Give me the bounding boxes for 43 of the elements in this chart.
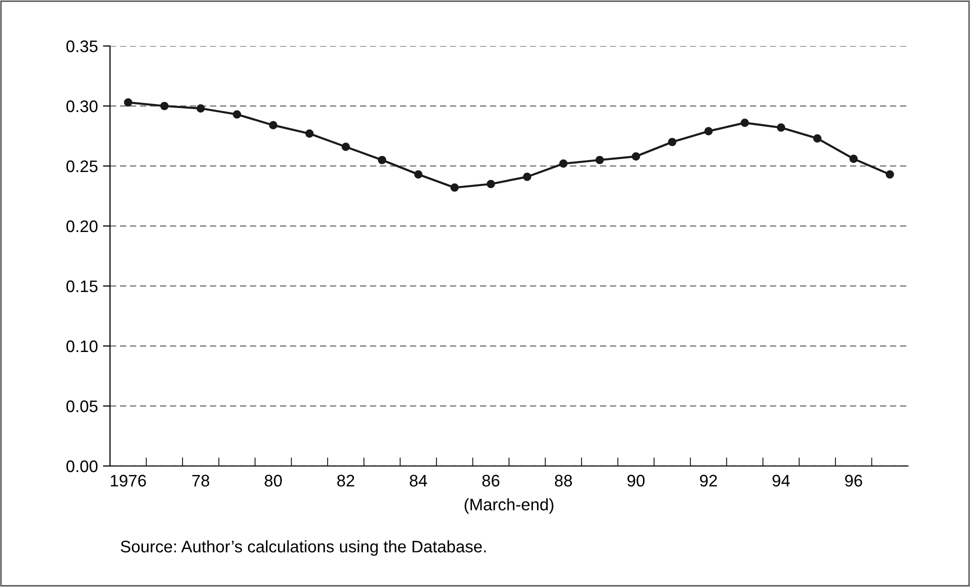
point bbox=[849, 154, 858, 163]
point bbox=[632, 152, 640, 161]
point bbox=[124, 98, 132, 107]
y-tick-label: 0.25 bbox=[66, 160, 98, 172]
point bbox=[813, 134, 822, 143]
point bbox=[342, 142, 350, 151]
x-tick-label: 84 bbox=[410, 474, 428, 487]
x-tick-label: 78 bbox=[192, 474, 210, 487]
x-tick-label: 96 bbox=[845, 474, 862, 487]
y-tick-label: 0.20 bbox=[66, 220, 98, 232]
y-tick-label: 0.35 bbox=[66, 40, 98, 52]
point bbox=[232, 110, 242, 119]
y-tick-label: 0.10 bbox=[66, 340, 98, 352]
x-tick-label: 94 bbox=[772, 474, 790, 487]
point bbox=[160, 102, 169, 110]
x-tick-label: 1976 bbox=[110, 474, 146, 487]
point bbox=[269, 121, 278, 130]
point bbox=[305, 129, 314, 138]
x-tick-label: 86 bbox=[482, 474, 500, 487]
y-tick-label: 0.30 bbox=[66, 100, 98, 112]
x-tick-label: 88 bbox=[554, 474, 572, 487]
point bbox=[740, 118, 749, 127]
point bbox=[196, 104, 205, 113]
x-tick-label: 90 bbox=[627, 474, 645, 487]
point bbox=[559, 159, 568, 168]
x-tick-label: 80 bbox=[264, 474, 282, 487]
y-tick-label: 0.15 bbox=[66, 280, 98, 292]
point bbox=[486, 180, 496, 188]
point bbox=[668, 138, 676, 146]
y-tick-label: 0.05 bbox=[66, 400, 98, 412]
x-axis-title: (March-end) bbox=[464, 498, 554, 514]
y-tick-label: 0.00 bbox=[66, 460, 98, 472]
point bbox=[450, 183, 459, 192]
source-note: Source: Author’s calculations using the Database. bbox=[120, 540, 486, 556]
point bbox=[776, 123, 786, 132]
point bbox=[378, 156, 386, 164]
point bbox=[596, 156, 604, 164]
x-tick-label: 92 bbox=[700, 474, 717, 487]
point bbox=[886, 170, 894, 179]
point bbox=[414, 170, 422, 179]
point bbox=[522, 172, 532, 181]
x-tick-label: 82 bbox=[337, 474, 354, 487]
point bbox=[704, 127, 713, 136]
